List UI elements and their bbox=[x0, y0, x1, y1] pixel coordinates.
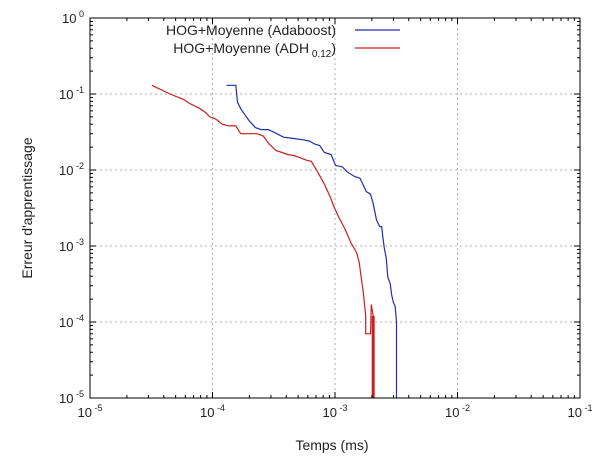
y-tick-exponent: 0 bbox=[76, 9, 84, 19]
y-tick-exponent: -1 bbox=[73, 85, 84, 95]
x-tick-label: 10 -5 bbox=[78, 403, 103, 420]
x-tick-base: 10 bbox=[78, 405, 92, 420]
y-tick-exponent: -3 bbox=[73, 237, 84, 247]
y-tick-label: 10 0 bbox=[62, 9, 84, 26]
y-tick-label: 10 -5 bbox=[59, 389, 84, 406]
series-line-1 bbox=[151, 84, 374, 398]
y-tick-label: 10 -3 bbox=[59, 237, 84, 254]
legend: HOG+Moyenne (Adaboost) HOG+Moyenne (ADH 0… bbox=[166, 22, 400, 60]
x-tick-exponent: -4 bbox=[214, 403, 225, 413]
x-tick-base: 10 bbox=[568, 405, 582, 420]
y-tick-base: 10 bbox=[59, 163, 73, 178]
y-tick-base: 10 bbox=[59, 315, 73, 330]
legend-label-1: HOG+Moyenne (ADH 0.12) bbox=[173, 40, 336, 60]
legend-suffix: ) bbox=[331, 40, 336, 56]
x-tick-base: 10 bbox=[445, 405, 459, 420]
x-tick-label: 10 -3 bbox=[323, 403, 348, 420]
series-layer bbox=[151, 84, 398, 398]
y-axis-label: Erreur d'apprentissage bbox=[19, 137, 35, 278]
y-tick-exponent: -2 bbox=[73, 161, 84, 171]
x-tick-label: 10 -4 bbox=[200, 403, 225, 420]
y-tick-exponent: -4 bbox=[73, 313, 84, 323]
y-tick-label: 10 -2 bbox=[59, 161, 84, 178]
y-tick-exponent: -5 bbox=[73, 389, 84, 399]
y-tick-base: 10 bbox=[59, 87, 73, 102]
legend-text: HOG+Moyenne (ADH bbox=[173, 40, 309, 56]
x-tick-exponent: -2 bbox=[459, 403, 470, 413]
y-tick-base: 10 bbox=[62, 11, 76, 26]
series-line-0 bbox=[226, 84, 398, 398]
x-tick-label: 10 -2 bbox=[445, 403, 470, 420]
legend-label-0: HOG+Moyenne (Adaboost) bbox=[166, 22, 336, 38]
legend-subscript: 0.12 bbox=[309, 49, 332, 60]
legend-text: HOG+Moyenne (Adaboost) bbox=[166, 22, 336, 38]
x-tick-exponent: -3 bbox=[337, 403, 348, 413]
x-tick-exponent: -5 bbox=[92, 403, 103, 413]
x-axis-label: Temps (ms) bbox=[295, 437, 368, 453]
x-tick-base: 10 bbox=[200, 405, 214, 420]
ticks: 10 -5 10 -4 10 -3 10 -2 10 -110 010 -110 -21… bbox=[59, 9, 592, 420]
y-tick-base: 10 bbox=[59, 391, 73, 406]
x-tick-label: 10 -1 bbox=[568, 403, 593, 420]
x-tick-base: 10 bbox=[323, 405, 337, 420]
x-tick-exponent: -1 bbox=[582, 403, 593, 413]
y-tick-base: 10 bbox=[59, 239, 73, 254]
y-tick-label: 10 -4 bbox=[59, 313, 84, 330]
y-tick-label: 10 -1 bbox=[59, 85, 84, 102]
